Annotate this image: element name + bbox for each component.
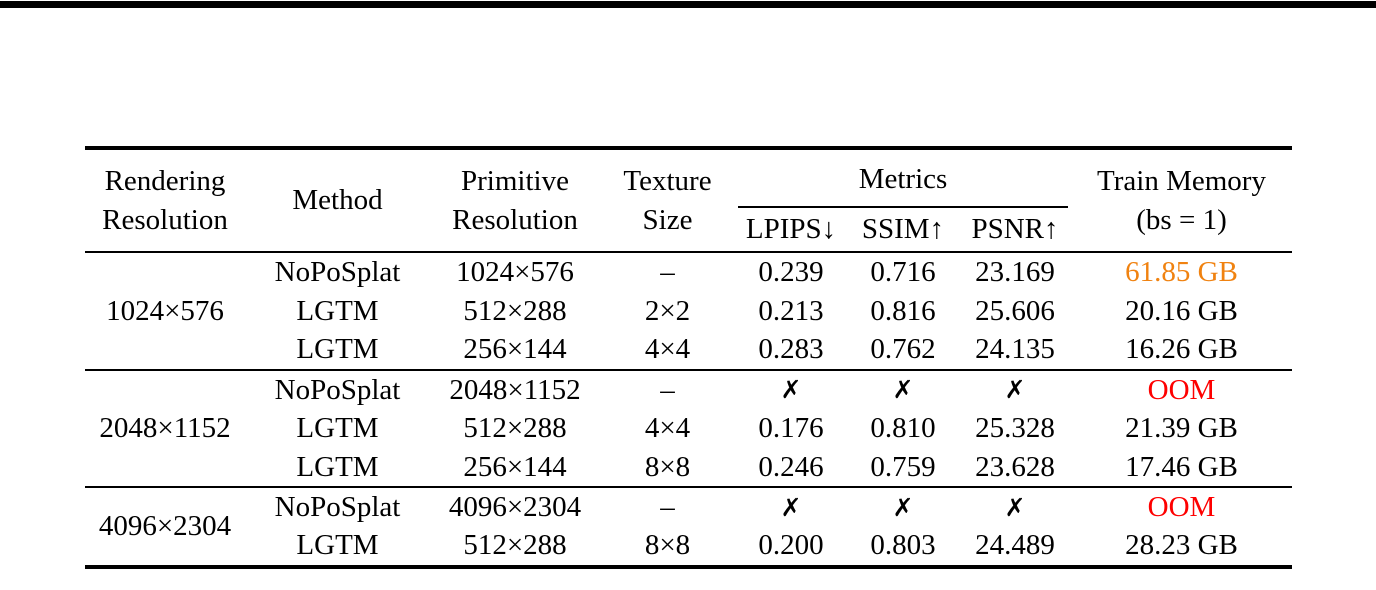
cell-train-memory: 17.46 GB bbox=[1125, 450, 1238, 483]
cell-primitive-resolution: 2048×1152 bbox=[430, 368, 600, 409]
table-row: 1024×576 NoPoSplat 1024×576 – 0.239 0.71… bbox=[85, 250, 1292, 370]
group-4096x2304: 4096×2304 NoPoSplat 4096×2304 – ✗ ✗ ✗ OO… bbox=[85, 486, 1292, 567]
cell-primitive-resolution: 4096×2304 bbox=[430, 486, 600, 527]
cell-texture-size: 2×2 bbox=[644, 294, 691, 327]
metrics-cmidrule bbox=[738, 206, 1068, 208]
table-row: 4096×2304 NoPoSplat 4096×2304 – ✗ ✗ ✗ OO… bbox=[85, 486, 1292, 567]
table-row: LGTM 256×144 4×4 0.283 0.762 24.135 16.2… bbox=[85, 330, 1292, 369]
cell-psnr: 24.489 bbox=[975, 529, 1055, 562]
cell-primitive-resolution: 256×144 bbox=[463, 450, 567, 483]
cell-texture-size: 4×4 bbox=[644, 333, 691, 366]
cell-ssim: 0.762 bbox=[870, 333, 936, 366]
memory-benchmark-table: Rendering Resolution Method Primitive Re… bbox=[85, 146, 1292, 569]
col-header-psnr: PSNR↑ bbox=[971, 213, 1059, 246]
cell-psnr: 24.135 bbox=[975, 333, 1055, 366]
cell-lpips: 0.246 bbox=[758, 450, 824, 483]
table-row: LGTM 256×144 8×8 0.246 0.759 23.628 17.4… bbox=[85, 448, 1292, 487]
cell-method: NoPoSplat bbox=[245, 486, 430, 527]
cell-primitive-resolution: 512×288 bbox=[463, 294, 567, 327]
cell-texture-size: 8×8 bbox=[644, 529, 691, 562]
cell-lpips: 0.283 bbox=[758, 333, 824, 366]
cell-primitive-resolution: 512×288 bbox=[463, 412, 567, 445]
cell-texture-size: 8×8 bbox=[644, 450, 691, 483]
cell-train-memory: 28.23 GB bbox=[1125, 529, 1238, 562]
cell-ssim: 0.816 bbox=[870, 294, 936, 327]
results-table-container: Rendering Resolution Method Primitive Re… bbox=[85, 146, 1292, 569]
cell-method: LGTM bbox=[296, 450, 379, 483]
metrics-group-label: Metrics bbox=[858, 162, 948, 195]
cell-psnr: 23.169 bbox=[959, 250, 1071, 292]
cell-primitive-resolution: 512×288 bbox=[463, 529, 567, 562]
cell-ssim-failed-icon: ✗ bbox=[847, 368, 959, 409]
col-header-texture-size: Texture Size bbox=[623, 165, 712, 236]
cell-ssim-failed-icon: ✗ bbox=[847, 486, 959, 527]
col-header-lpips: LPIPS↓ bbox=[745, 213, 837, 246]
cell-ssim: 0.759 bbox=[870, 450, 936, 483]
table-header: Rendering Resolution Method Primitive Re… bbox=[85, 148, 1292, 252]
table-row: LGTM 512×288 4×4 0.176 0.810 25.328 21.3… bbox=[85, 409, 1292, 448]
cell-train-memory-oom: OOM bbox=[1071, 486, 1292, 527]
cell-rendering-resolution: 4096×2304 bbox=[85, 486, 245, 567]
cell-ssim: 0.810 bbox=[870, 412, 936, 445]
cell-train-memory-oom: OOM bbox=[1071, 368, 1292, 409]
cell-method: NoPoSplat bbox=[245, 250, 430, 292]
cell-ssim: 0.803 bbox=[870, 529, 936, 562]
train-memory-label-line2: (bs = 1) bbox=[1136, 203, 1227, 236]
col-header-train-memory: Train Memory (bs = 1) bbox=[1071, 148, 1292, 252]
cell-lpips: 0.239 bbox=[735, 250, 847, 292]
cell-lpips: 0.176 bbox=[758, 412, 824, 445]
header-row-top: Rendering Resolution Method Primitive Re… bbox=[85, 148, 1292, 236]
page-top-rule bbox=[0, 1, 1376, 8]
cell-lpips-failed-icon: ✗ bbox=[735, 486, 847, 527]
cell-primitive-resolution: 256×144 bbox=[463, 333, 567, 366]
cell-method: LGTM bbox=[296, 333, 379, 366]
group-1024x576: 1024×576 NoPoSplat 1024×576 – 0.239 0.71… bbox=[85, 250, 1292, 370]
cell-train-memory: 16.26 GB bbox=[1125, 333, 1238, 366]
col-header-method: Method bbox=[292, 184, 383, 217]
cell-texture-size: 4×4 bbox=[644, 412, 691, 445]
table-row: 2048×1152 NoPoSplat 2048×1152 – ✗ ✗ ✗ OO… bbox=[85, 368, 1292, 488]
cell-rendering-resolution: 1024×576 bbox=[85, 251, 245, 370]
cell-psnr: 25.328 bbox=[975, 412, 1055, 445]
cell-rendering-resolution: 2048×1152 bbox=[85, 368, 245, 488]
cell-psnr: 23.628 bbox=[975, 450, 1055, 483]
cell-psnr: 25.606 bbox=[975, 294, 1055, 327]
cell-train-memory: 21.39 GB bbox=[1125, 412, 1238, 445]
cell-method: LGTM bbox=[296, 529, 379, 562]
col-header-ssim: SSIM↑ bbox=[861, 213, 945, 246]
cell-ssim: 0.716 bbox=[847, 250, 959, 292]
col-header-rendering-resolution: Rendering Resolution bbox=[102, 165, 228, 236]
cell-lpips: 0.213 bbox=[758, 294, 824, 327]
train-memory-label-line1: Train Memory bbox=[1097, 165, 1266, 198]
col-header-primitive-resolution: Primitive Resolution bbox=[452, 165, 578, 236]
cell-texture-size: – bbox=[600, 368, 735, 409]
cell-texture-size: – bbox=[600, 250, 735, 292]
cell-train-memory: 20.16 GB bbox=[1125, 294, 1238, 327]
table-row: LGTM 512×288 8×8 0.200 0.803 24.489 28.2… bbox=[85, 526, 1292, 566]
cell-lpips: 0.200 bbox=[758, 529, 824, 562]
cell-method: LGTM bbox=[296, 294, 379, 327]
col-header-metrics-group: Metrics bbox=[735, 148, 1071, 208]
cell-train-memory: 61.85 GB bbox=[1071, 250, 1292, 292]
header-row-metrics: LPIPS↓ SSIM↑ PSNR↑ bbox=[85, 208, 1292, 252]
cell-texture-size: – bbox=[600, 486, 735, 527]
group-2048x1152: 2048×1152 NoPoSplat 2048×1152 – ✗ ✗ ✗ OO… bbox=[85, 368, 1292, 488]
cell-method: LGTM bbox=[296, 412, 379, 445]
cell-lpips-failed-icon: ✗ bbox=[735, 368, 847, 409]
cell-psnr-failed-icon: ✗ bbox=[959, 368, 1071, 409]
cell-method: NoPoSplat bbox=[245, 368, 430, 409]
table-row: LGTM 512×288 2×2 0.213 0.816 25.606 20.1… bbox=[85, 291, 1292, 330]
cell-psnr-failed-icon: ✗ bbox=[959, 486, 1071, 527]
cell-primitive-resolution: 1024×576 bbox=[430, 250, 600, 292]
